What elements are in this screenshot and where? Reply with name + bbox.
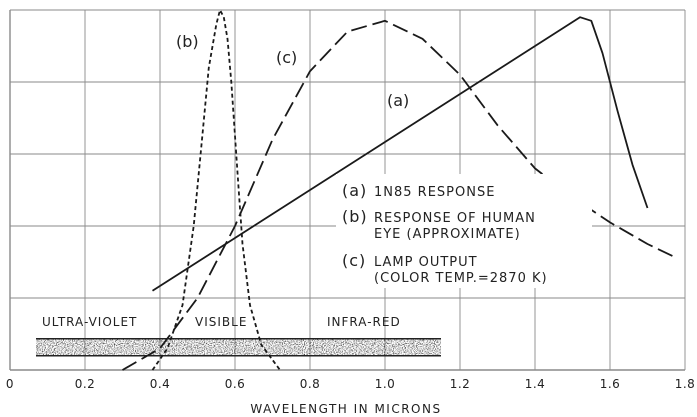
spectrum-band-top-line — [36, 338, 441, 340]
legend-key-a: (a) — [342, 181, 367, 200]
spectrum-band-bottom-line — [36, 355, 441, 357]
band-label-visible: VISIBLE — [195, 315, 247, 329]
x-tick-label: 0.8 — [300, 377, 321, 391]
legend-text-b-line2: EYE (APPROXIMATE) — [374, 227, 521, 242]
legend-entry-a: (a) 1N85 RESPONSE — [342, 181, 495, 200]
x-tick-label: 1.4 — [525, 377, 546, 391]
series-line-a — [152, 16, 649, 292]
curve-labels: (b) (c) (a) — [176, 32, 409, 110]
band-label-ultraviolet: ULTRA-VIOLET — [42, 315, 137, 329]
legend-background — [336, 174, 592, 288]
band-label-infrared: INFRA-RED — [327, 315, 401, 329]
legend-text-c-line2: (COLOR TEMP.=2870 K) — [374, 271, 548, 286]
x-tick-labels: 0 0.2 0.4 0.6 0.8 1.0 1.2 1.4 1.6 1.8 — [6, 377, 695, 391]
legend-text-b-line1: RESPONSE OF HUMAN — [374, 211, 536, 226]
legend-key-b: (b) — [342, 207, 368, 226]
legend-entry-b: (b) RESPONSE OF HUMAN EYE (APPROXIMATE) — [342, 207, 536, 242]
x-tick-label: 1.0 — [375, 377, 396, 391]
legend: (a) 1N85 RESPONSE (b) RESPONSE OF HUMAN … — [336, 174, 592, 288]
x-tick-label: 0 — [6, 377, 14, 391]
x-tick-label: 0.4 — [150, 377, 171, 391]
x-tick-label: 1.6 — [600, 377, 621, 391]
legend-text-a-line1: 1N85 RESPONSE — [374, 185, 495, 200]
curve-label-a: (a) — [387, 91, 409, 110]
x-axis-title: WAVELENGTH IN MICRONS — [250, 402, 441, 416]
legend-entry-c: (c) LAMP OUTPUT (COLOR TEMP.=2870 K) — [342, 251, 548, 286]
x-tick-label: 1.2 — [450, 377, 471, 391]
x-tick-label: 0.6 — [225, 377, 246, 391]
x-tick-label: 0.2 — [75, 377, 96, 391]
legend-text-c-line1: LAMP OUTPUT — [374, 255, 478, 270]
curve-label-b: (b) — [176, 32, 199, 51]
spectrum-band-fill — [36, 339, 441, 356]
curve-label-c: (c) — [276, 48, 297, 67]
spectrum-band: ULTRA-VIOLET VISIBLE INFRA-RED — [36, 315, 441, 357]
x-tick-label: 1.8 — [675, 377, 696, 391]
series-line-b — [151, 9, 281, 371]
legend-key-c: (c) — [342, 251, 366, 270]
